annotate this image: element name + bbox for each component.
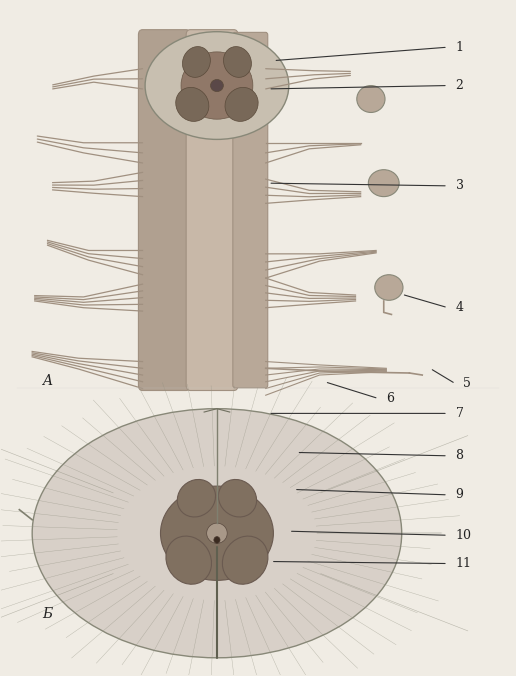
FancyBboxPatch shape bbox=[17, 15, 499, 392]
Ellipse shape bbox=[160, 486, 273, 581]
Text: 3: 3 bbox=[456, 179, 463, 193]
Text: 8: 8 bbox=[456, 450, 463, 462]
Ellipse shape bbox=[181, 52, 253, 119]
FancyBboxPatch shape bbox=[233, 32, 268, 388]
Ellipse shape bbox=[225, 87, 258, 122]
Text: 2: 2 bbox=[456, 79, 463, 92]
Ellipse shape bbox=[223, 47, 251, 77]
Ellipse shape bbox=[166, 536, 212, 584]
FancyBboxPatch shape bbox=[138, 30, 190, 391]
Text: 9: 9 bbox=[456, 488, 463, 502]
Text: 1: 1 bbox=[456, 41, 463, 53]
Ellipse shape bbox=[211, 80, 223, 92]
Ellipse shape bbox=[214, 537, 220, 544]
Ellipse shape bbox=[178, 479, 216, 517]
Ellipse shape bbox=[145, 32, 289, 139]
Text: 7: 7 bbox=[456, 407, 463, 420]
Text: 4: 4 bbox=[456, 301, 463, 314]
Text: 5: 5 bbox=[463, 377, 471, 390]
Text: 6: 6 bbox=[386, 392, 394, 405]
Ellipse shape bbox=[32, 409, 401, 658]
Ellipse shape bbox=[375, 274, 403, 300]
Ellipse shape bbox=[357, 86, 385, 112]
Text: A: A bbox=[42, 375, 53, 389]
Ellipse shape bbox=[176, 87, 209, 122]
Ellipse shape bbox=[368, 170, 399, 197]
Text: Б: Б bbox=[42, 607, 53, 621]
Ellipse shape bbox=[183, 47, 211, 77]
Text: 10: 10 bbox=[456, 529, 472, 541]
Ellipse shape bbox=[207, 523, 227, 544]
Ellipse shape bbox=[218, 479, 256, 517]
Text: 11: 11 bbox=[456, 557, 472, 570]
Ellipse shape bbox=[222, 536, 268, 584]
FancyBboxPatch shape bbox=[186, 30, 238, 391]
